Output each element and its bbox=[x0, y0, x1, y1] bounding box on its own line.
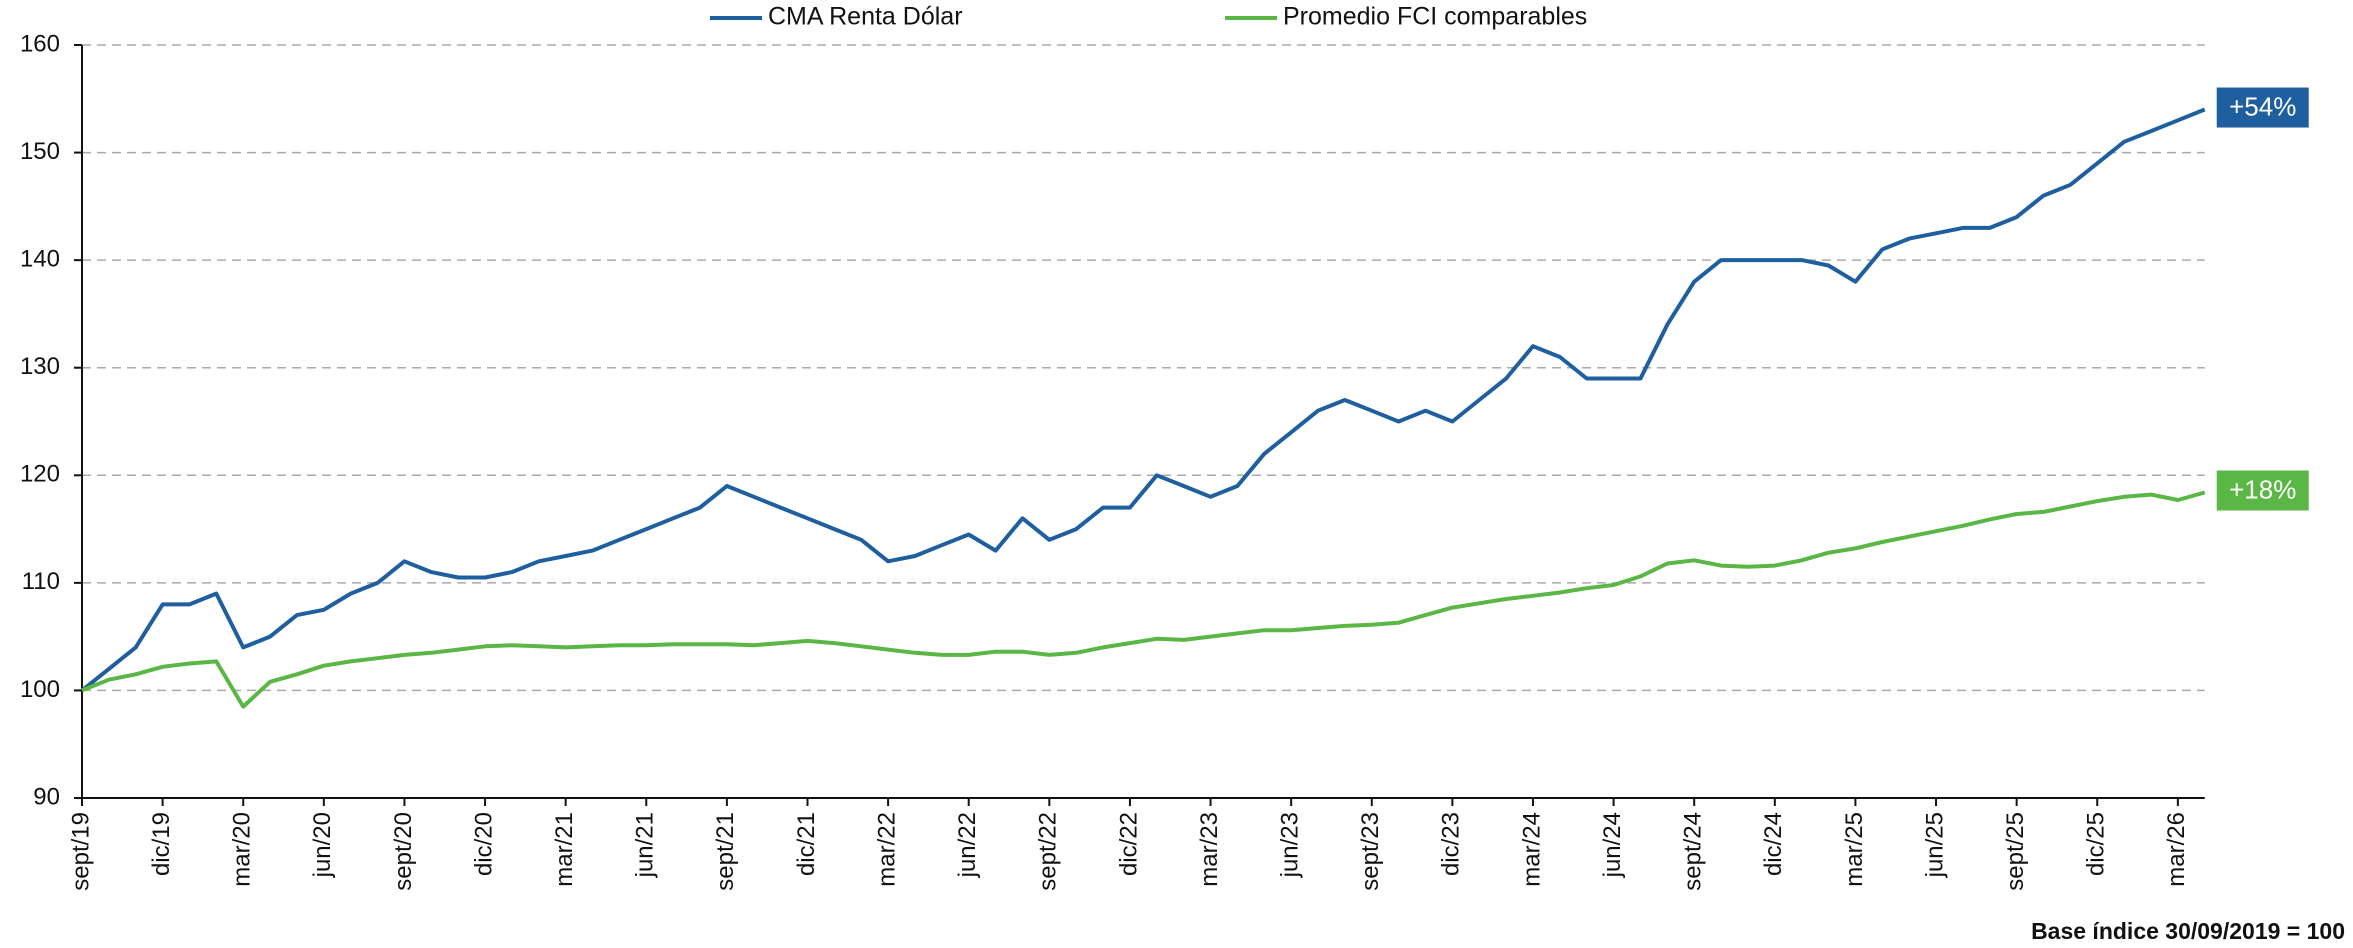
x-tick-label: dic/20 bbox=[470, 812, 497, 876]
x-tick-label: sept/19 bbox=[67, 812, 94, 891]
x-tick-label: mar/26 bbox=[2163, 812, 2190, 887]
x-tick-label: dic/23 bbox=[1438, 812, 1465, 876]
x-tick-label: sept/22 bbox=[1035, 812, 1062, 891]
x-tick-label: jun/22 bbox=[954, 812, 981, 878]
x-tick-label: jun/20 bbox=[309, 812, 336, 878]
x-tick-label: mar/22 bbox=[873, 812, 900, 887]
end-label-text: +54% bbox=[2229, 91, 2296, 121]
legend-label: Promedio FCI comparables bbox=[1283, 3, 1587, 31]
x-tick-label: dic/22 bbox=[1115, 812, 1142, 876]
x-tick-label: mar/24 bbox=[1518, 812, 1545, 887]
end-label: +54% bbox=[2216, 87, 2309, 128]
y-tick-label: 110 bbox=[22, 568, 60, 595]
end-label-box bbox=[2216, 87, 2309, 128]
x-tick-label: jun/24 bbox=[1599, 812, 1626, 878]
series-line bbox=[81, 490, 2206, 709]
x-tick-label: jun/25 bbox=[1921, 812, 1948, 878]
x-tick-label: jun/23 bbox=[1276, 812, 1303, 878]
y-tick-label: 130 bbox=[20, 353, 60, 380]
x-tick-label: dic/25 bbox=[2083, 812, 2110, 876]
y-tick-label: 140 bbox=[20, 245, 60, 272]
x-tick-label: dic/19 bbox=[148, 812, 175, 876]
x-tick-label: sept/24 bbox=[1680, 812, 1707, 891]
x-tick-label: dic/21 bbox=[793, 812, 820, 876]
x-tick-label: mar/23 bbox=[1196, 812, 1223, 887]
x-tick-label: sept/25 bbox=[2002, 812, 2029, 891]
y-tick-label: 160 bbox=[20, 30, 60, 57]
y-tick-label: 90 bbox=[33, 783, 60, 810]
x-tick-label: mar/20 bbox=[229, 812, 256, 887]
x-tick-label: mar/25 bbox=[1841, 812, 1868, 887]
x-tick-label: dic/24 bbox=[1760, 812, 1787, 876]
footnote: Base índice 30/09/2019 = 100 bbox=[2031, 918, 2345, 944]
series-line bbox=[80, 107, 2206, 692]
x-tick-label: sept/23 bbox=[1357, 812, 1384, 891]
y-tick-label: 150 bbox=[20, 138, 60, 165]
end-label-text: +18% bbox=[2229, 474, 2296, 504]
x-tick-label: sept/20 bbox=[390, 812, 417, 891]
x-tick-label: mar/21 bbox=[551, 812, 578, 887]
y-tick-label: 120 bbox=[20, 461, 60, 488]
end-label: +18% bbox=[2216, 470, 2309, 511]
y-tick-label: 100 bbox=[20, 676, 60, 703]
end-label-box bbox=[2216, 470, 2309, 511]
x-tick-label: sept/21 bbox=[712, 812, 739, 891]
legend-label: CMA Renta Dólar bbox=[768, 3, 963, 31]
x-tick-label: jun/21 bbox=[632, 812, 659, 878]
